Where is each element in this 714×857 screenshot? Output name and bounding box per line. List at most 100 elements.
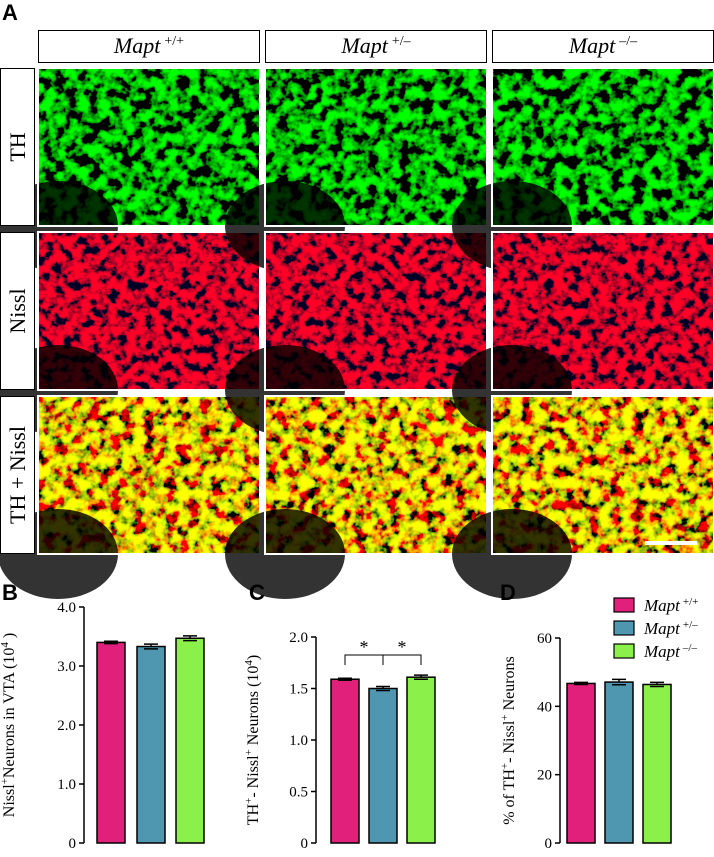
y-tick-label: 60 (537, 631, 552, 647)
bar (96, 641, 126, 844)
legend-swatch (613, 643, 635, 659)
legend-label: Mapt +/+ (643, 596, 698, 615)
y-axis-label: % of TH+- Nissl+ Neurons (499, 656, 518, 825)
gene: Mapt (643, 642, 681, 661)
bar (136, 645, 166, 844)
panel-label: C (249, 580, 265, 605)
gene: Mapt (643, 619, 681, 638)
y-tick-label: 0 (301, 836, 309, 852)
column-header: Mapt –/– (568, 33, 638, 58)
micrograph-frame (491, 231, 714, 391)
gene: Mapt (340, 33, 388, 58)
micrograph-frame (491, 67, 714, 227)
micrograph (225, 231, 488, 435)
bar (406, 676, 436, 844)
micrograph (225, 67, 488, 271)
label-text: - Nissl (501, 720, 518, 763)
superscript: + (243, 749, 255, 755)
genotype: +/+ (164, 34, 184, 49)
bar-chart: B Nissl+Neurons in VTA (104 ) 0 1.0 2.0 3.0 4.… (0, 580, 205, 852)
error-bar (650, 681, 664, 688)
column-header-box (492, 30, 714, 63)
superscript: + (499, 763, 511, 769)
significance-bracket (382, 654, 422, 665)
bar (642, 683, 672, 844)
y-axis-label: Nissl+Neurons in VTA (104 ) (0, 633, 18, 817)
y-tick-label: 1.0 (57, 777, 76, 793)
micrograph-frame (37, 231, 261, 391)
error-bar (144, 643, 158, 650)
bar (604, 681, 634, 844)
row-label: TH + Nissl (5, 426, 30, 524)
gene: Mapt (643, 596, 681, 615)
column-header-box (38, 30, 260, 63)
bar (330, 678, 360, 844)
panel-label: D (500, 580, 516, 605)
y-tick-label: 0.5 (289, 785, 308, 801)
significance-label: * (398, 637, 407, 657)
column-header: Mapt +/+ (113, 33, 184, 58)
legend-label: Mapt –/– (643, 642, 697, 661)
label-text: - Nissl (245, 755, 262, 798)
superscript: + (0, 778, 11, 784)
micrograph-frame (37, 395, 261, 555)
micrograph-frame (264, 395, 488, 555)
label-text: % of TH (501, 769, 518, 825)
y-tick-label: 1.0 (289, 733, 308, 749)
label-text: Nissl (1, 784, 18, 817)
legend-swatch (613, 620, 635, 636)
legend-swatch (613, 597, 635, 613)
y-tick-label: 0 (545, 836, 553, 852)
error-bar (376, 685, 390, 692)
micrograph (452, 67, 714, 271)
bar (368, 687, 398, 844)
micrograph-frame (37, 67, 261, 227)
micrograph-frame (264, 231, 488, 391)
gene: Mapt (568, 33, 616, 58)
column-header: Mapt +/– (340, 33, 411, 58)
error-bar (183, 635, 197, 642)
error-bar (104, 640, 118, 645)
micrograph (452, 231, 714, 435)
bar-chart: CTH+- Nissl+ Neurons (104)00.51.01.52.0 *… (243, 580, 436, 852)
row-label: Nissl (5, 288, 30, 333)
row-label: TH (5, 132, 30, 161)
superscript: + (499, 714, 511, 720)
y-tick-label: 2.0 (57, 718, 76, 734)
micrograph (225, 395, 488, 599)
row-label-box (0, 68, 35, 226)
y-tick-label: 20 (537, 768, 552, 784)
superscript: 4 (0, 642, 11, 648)
error-bar (574, 681, 588, 686)
micrograph-frame (491, 395, 714, 555)
y-tick-label: 4.0 (57, 600, 76, 616)
label-text: Neurons (501, 656, 518, 714)
genotype: –/– (618, 34, 638, 49)
error-bar (612, 678, 626, 686)
gene: Mapt (113, 33, 161, 58)
superscript: 4 (243, 660, 255, 666)
micrograph-frame (264, 67, 488, 227)
panel-label: A (2, 0, 18, 25)
y-tick-label: 40 (537, 699, 552, 715)
error-bar (338, 677, 352, 682)
label-text: ) (1, 633, 18, 642)
y-tick-label: 2.0 (289, 630, 308, 646)
error-bar (414, 674, 428, 680)
micrograph (0, 395, 261, 599)
label-text: TH (245, 803, 262, 825)
micrograph (452, 395, 714, 599)
row-label-box (0, 232, 35, 390)
column-header-box (265, 30, 487, 63)
genotype: +/– (392, 34, 412, 49)
label-text: Neurons in VTA (10 (1, 648, 18, 778)
genotype: +/+ (683, 596, 698, 608)
y-tick-label: 3.0 (57, 659, 76, 675)
y-tick-label: 1.5 (289, 682, 308, 698)
superscript: + (243, 798, 255, 804)
panel-label: B (2, 580, 18, 605)
legend-label: Mapt +/– (643, 619, 698, 638)
